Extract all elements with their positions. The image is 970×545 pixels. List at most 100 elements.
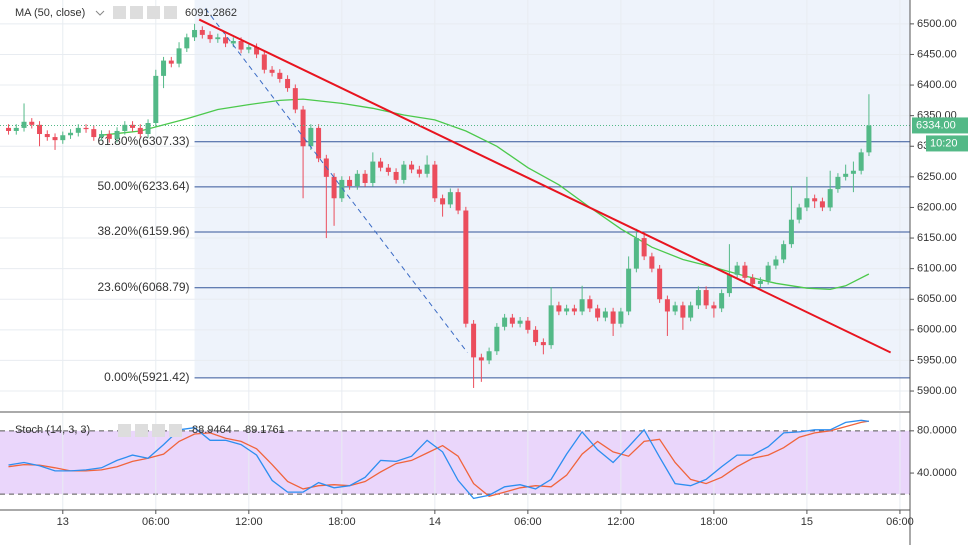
candle-body [370,161,376,183]
candle-body [478,357,484,361]
legend-icon[interactable] [164,6,177,19]
candle-body [339,179,345,199]
candle-body [362,173,368,183]
candle-body [850,170,856,174]
candle-body [781,244,787,260]
candle-body [60,135,66,141]
candle-body [416,169,422,174]
legend-icon[interactable] [118,424,131,437]
price-label: 6334.00 [916,119,956,131]
candle-body [75,127,81,133]
candle-body [447,192,453,205]
candle-body [145,123,151,135]
candle-body [254,47,260,55]
candle-body [571,308,577,312]
candle-body [440,198,446,205]
candle-body [750,277,756,284]
candle-body [773,259,779,266]
fib-label: 0.00%(5921.42) [104,370,189,384]
candle-body [300,109,306,147]
candle-body [649,256,655,269]
candle-body [664,299,670,312]
candle-body [486,351,492,361]
legend-icon[interactable] [152,424,165,437]
candle-body [494,326,500,352]
candle-body [277,72,283,79]
candle-body [595,308,601,318]
ma-legend[interactable]: MA (50, close) [15,7,85,19]
y-tick-label: 6000.00 [917,324,957,336]
y-tick-label: 5950.00 [917,354,957,366]
candle-body [409,164,415,170]
y-tick-label: 40.0000 [917,467,957,479]
stoch-legend[interactable]: Stoch (14, 3, 3) [15,424,90,436]
candle-body [184,37,190,49]
candle-body [269,69,275,73]
candle-body [130,124,136,128]
candle-body [176,48,182,64]
candle-body [742,265,748,278]
candle-body [672,305,678,312]
candle-body [788,219,794,245]
countdown-box [926,135,968,152]
candle-body [432,164,438,199]
x-tick-label: 12:00 [607,516,635,528]
candle-body [230,41,236,44]
candle-body [455,192,461,211]
candle-body [703,290,709,306]
legend-icon[interactable] [113,6,126,19]
candle-body [463,210,469,324]
stoch-line [8,420,870,498]
candle-body [331,176,337,199]
stoch-line [8,419,869,500]
candle-body [52,137,58,141]
x-tick-label: 14 [429,516,441,528]
legend-icon[interactable] [169,424,182,437]
candle-body [68,132,74,136]
y-tick-label: 80.0000 [917,425,957,437]
y-tick-label: 6050.00 [917,293,957,305]
candle-body [192,29,198,38]
stoch-k-value: 88.9464 [192,424,232,436]
price-label-box [912,117,968,134]
candle-body [347,179,353,187]
candle-body [223,37,229,44]
candle-body [726,274,732,294]
candle-body [238,41,244,50]
candle-body [610,311,616,324]
candle-body [757,280,763,284]
legend-icon[interactable] [135,424,148,437]
legend-icon[interactable] [147,6,160,19]
legend-icon[interactable] [130,6,143,19]
candle-body [719,293,725,309]
candle-body [378,161,384,168]
candle-body [827,189,833,208]
y-tick-label: 6450.00 [917,48,957,60]
candle-body [199,29,205,35]
candle-body [424,164,430,174]
candle-body [99,134,105,138]
candle-body [168,60,174,64]
fib-label: 50.00%(6233.64) [97,179,189,193]
candle-body [114,130,120,139]
fib-label: 61.80%(6307.33) [97,134,189,148]
candle-body [858,152,864,171]
candle-body [161,60,167,76]
candle-body [215,37,221,40]
candle-body [471,323,477,358]
candle-body [246,47,252,50]
candle-body [44,134,50,138]
candle-body [579,299,585,312]
fib-trend-line [205,8,468,353]
candle-body [688,305,694,318]
fib-label: 23.60%(6068.79) [97,280,189,294]
legend-arrow[interactable] [95,10,105,16]
candle-body [385,167,391,172]
candle-body [556,305,562,312]
candle-body [765,265,771,281]
candle-body [796,207,802,220]
candle-body [819,201,825,208]
candle-body [29,121,35,125]
stoch-d-value: 89.1761 [245,424,285,436]
